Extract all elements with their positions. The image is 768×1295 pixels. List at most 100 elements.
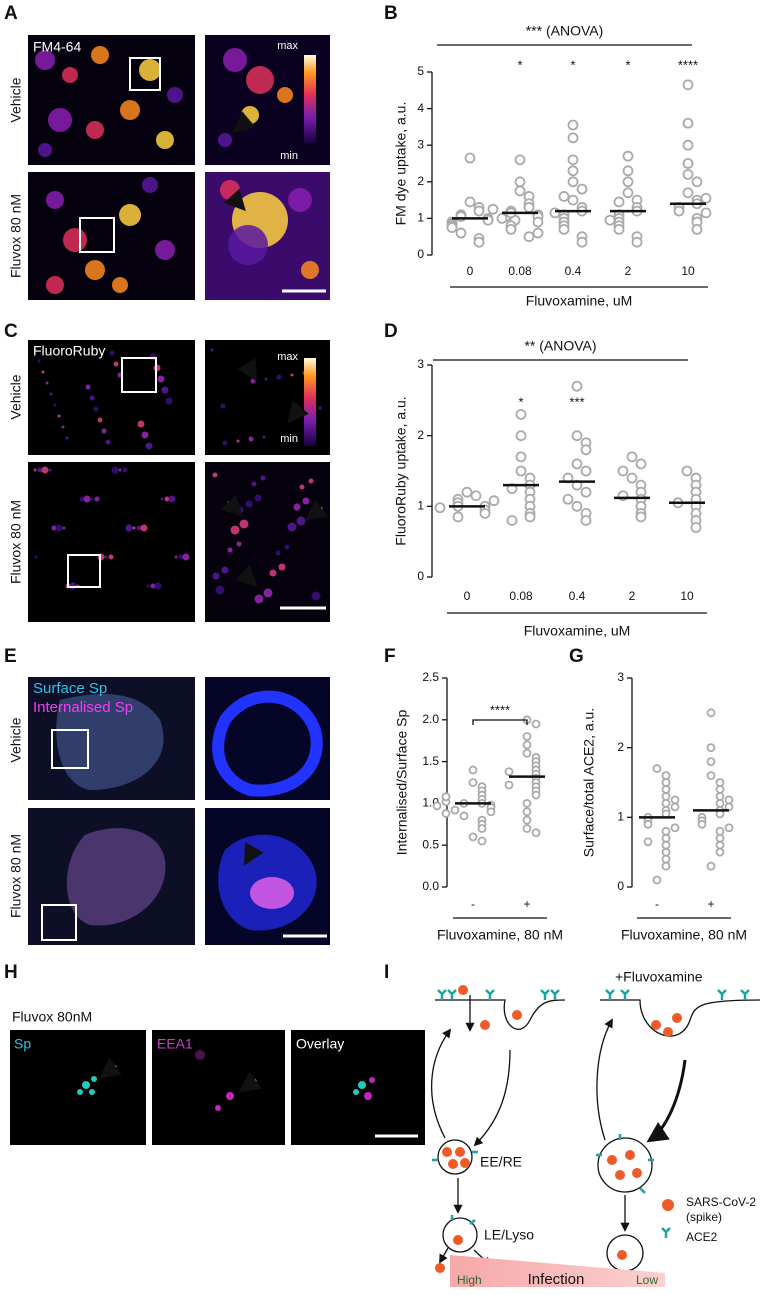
data-point <box>613 223 625 235</box>
scale-min: min <box>280 433 298 445</box>
blob <box>122 467 128 473</box>
blob <box>264 377 268 381</box>
x-tick-label: - <box>655 897 659 911</box>
data-point <box>682 169 694 180</box>
blob <box>212 472 218 478</box>
compartment-label: EE/RE <box>480 1154 522 1170</box>
x-tick-label: 10 <box>680 589 694 603</box>
data-point <box>715 785 725 794</box>
data-point <box>661 785 671 794</box>
blob <box>86 121 104 139</box>
arrow <box>243 842 264 866</box>
cell <box>56 694 164 790</box>
blob <box>164 496 170 502</box>
data-point <box>670 823 680 833</box>
blob <box>218 133 232 147</box>
data-point <box>681 465 693 477</box>
puncta <box>195 1050 375 1111</box>
virion <box>617 1250 627 1260</box>
data-point <box>617 465 629 477</box>
punctum <box>89 1089 95 1095</box>
data-point <box>522 824 532 833</box>
micrograph <box>152 1030 285 1145</box>
data-point <box>461 486 473 498</box>
x-tick-label: 2 <box>625 264 632 278</box>
data-point <box>661 826 671 836</box>
blob <box>111 466 119 474</box>
blob <box>65 436 69 440</box>
data-point <box>580 444 592 456</box>
y-axis-label: Surface/total ACE2, a.u. <box>581 708 597 857</box>
virion <box>625 1150 635 1160</box>
data-point <box>670 802 680 812</box>
arrow <box>238 1071 262 1093</box>
blob <box>113 361 119 367</box>
blob <box>85 384 91 390</box>
data-point <box>580 515 592 526</box>
data-point <box>571 500 583 512</box>
blob <box>154 582 162 590</box>
blob <box>141 431 149 439</box>
blob <box>228 225 268 265</box>
blob <box>227 547 233 553</box>
data-point <box>446 222 458 233</box>
panel-label: A <box>4 3 18 24</box>
blob <box>178 554 184 560</box>
data-point <box>532 216 544 228</box>
virion <box>460 1158 470 1168</box>
roi-box <box>79 217 115 253</box>
blob <box>41 370 45 374</box>
significance: * <box>517 57 522 72</box>
blob <box>276 374 282 380</box>
data-point <box>532 227 544 239</box>
panel-i: +Fluvoxamine EE/RE LE/Lyso SARS-CoV-2 (s… <box>430 969 761 1288</box>
virion <box>672 1013 682 1023</box>
data-point <box>515 451 527 463</box>
data-point <box>706 757 716 766</box>
data-point <box>571 458 583 470</box>
data-point <box>504 780 514 790</box>
significance: *** <box>569 394 584 409</box>
blob <box>277 87 293 103</box>
data-point <box>562 493 574 505</box>
blob <box>236 439 240 443</box>
data-point <box>477 824 487 833</box>
data-point <box>622 150 634 162</box>
arrow <box>596 1018 613 1141</box>
roi-box <box>51 729 89 769</box>
punctum <box>353 1089 359 1095</box>
y-tick-label: 1.5 <box>422 754 439 768</box>
punctum <box>358 1081 366 1089</box>
data-point <box>441 792 451 802</box>
blobs <box>33 348 322 604</box>
punctum <box>215 1105 221 1111</box>
blob <box>210 348 214 352</box>
arrow <box>304 499 328 521</box>
blob <box>311 591 321 601</box>
vesicle <box>442 1217 478 1253</box>
data-point <box>441 809 451 818</box>
blob <box>254 494 262 502</box>
data-point <box>571 430 583 442</box>
data-point <box>455 227 467 239</box>
data-point <box>567 154 579 166</box>
roi-box <box>67 554 101 588</box>
blob <box>299 484 305 490</box>
color-scale <box>304 358 316 446</box>
blob <box>91 46 109 64</box>
data-point <box>635 511 647 523</box>
stain-label: Internalised Sp <box>33 699 133 716</box>
y-tick-label: 0.5 <box>422 837 439 851</box>
blob <box>156 131 174 149</box>
data-point <box>522 748 532 758</box>
ace2 <box>605 989 750 1000</box>
data-point <box>691 223 703 235</box>
blob <box>145 442 153 450</box>
blob <box>221 566 229 574</box>
data-point <box>661 792 671 801</box>
data-point <box>522 799 532 808</box>
blob <box>46 276 64 294</box>
data-point <box>673 205 685 217</box>
x-axis-label: Fluvoxamine, uM <box>526 293 633 309</box>
blob <box>246 66 274 94</box>
